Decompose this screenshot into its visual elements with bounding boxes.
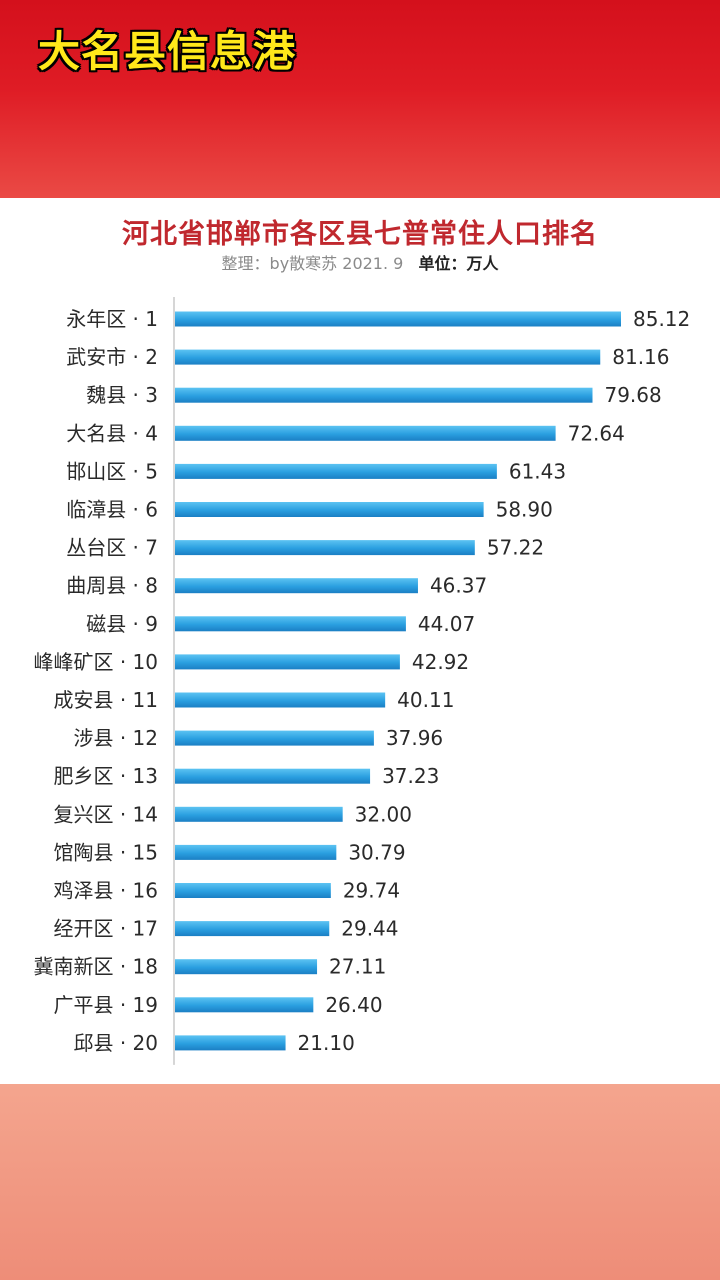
bottom-band (0, 1084, 720, 1280)
category-label: 大名县 · 4 (66, 421, 158, 445)
category-label: 复兴区 · 14 (53, 802, 158, 826)
bar (175, 921, 330, 937)
value-label: 85.12 (633, 307, 690, 331)
bar (175, 692, 386, 708)
value-label: 57.22 (487, 536, 544, 560)
category-label: 临漳县 · 6 (66, 498, 158, 522)
category-label: 磁县 · 9 (86, 612, 158, 636)
bar (175, 959, 318, 975)
value-label: 58.90 (496, 498, 553, 522)
bar (175, 349, 601, 365)
chart-subtitle: 整理：by散寒苏 2021. 9 单位：万人 (0, 250, 720, 274)
value-label: 81.16 (612, 345, 669, 369)
channel-title: 大名县信息港 (38, 27, 297, 76)
value-label: 46.37 (430, 574, 487, 598)
bar (175, 311, 621, 327)
bar (175, 540, 475, 556)
bar (175, 463, 497, 479)
value-label: 44.07 (418, 612, 475, 636)
category-label: 武安市 · 2 (66, 345, 158, 369)
category-label: 邱县 · 20 (73, 1031, 158, 1055)
chart-credit: 整理：by散寒苏 2021. 9 (221, 254, 404, 273)
bar (175, 502, 484, 517)
category-label: 永年区 · 1 (66, 307, 158, 331)
bar (175, 806, 343, 822)
bar (175, 844, 337, 860)
top-banner: 大名县信息港 (0, 0, 720, 198)
value-label: 30.79 (348, 840, 405, 864)
category-label: 曲周县 · 8 (66, 574, 158, 598)
value-label: 72.64 (568, 421, 625, 445)
category-label: 广平县 · 19 (53, 993, 158, 1017)
value-label: 29.74 (343, 879, 400, 903)
value-label: 40.11 (397, 688, 454, 712)
category-label: 经开区 · 17 (53, 917, 158, 941)
category-label: 魏县 · 3 (86, 383, 158, 407)
category-label: 馆陶县 · 15 (53, 840, 158, 864)
category-label: 峰峰矿区 · 10 (33, 650, 158, 674)
bar (175, 768, 371, 784)
bar (175, 578, 418, 594)
value-label: 21.10 (298, 1031, 355, 1055)
chart-unit: 单位：万人 (418, 254, 499, 273)
value-label: 61.43 (509, 459, 566, 483)
chart-title: 河北省邯郸市各区县七普常住人口排名 (122, 219, 598, 250)
bar (175, 616, 406, 632)
value-label: 37.23 (382, 764, 439, 788)
value-label: 27.11 (329, 955, 386, 979)
value-label: 32.00 (355, 802, 412, 826)
value-label: 37.96 (386, 726, 443, 750)
bar (175, 997, 314, 1013)
category-label: 冀南新区 · 18 (33, 955, 158, 979)
category-label: 邯山区 · 5 (66, 459, 158, 483)
category-label: 肥乡区 · 13 (53, 764, 158, 788)
bar (175, 1035, 286, 1051)
bar (175, 387, 593, 403)
value-label: 29.44 (341, 917, 398, 941)
category-label: 成安县 · 11 (53, 688, 158, 712)
value-label: 79.68 (604, 383, 661, 407)
category-label: 涉县 · 12 (73, 726, 158, 750)
value-label: 42.92 (412, 650, 469, 674)
category-label: 鸡泽县 · 16 (53, 879, 158, 903)
bar (175, 730, 374, 746)
bar (175, 654, 400, 670)
bar (175, 425, 556, 441)
bar (175, 883, 331, 898)
chart-card: 河北省邯郸市各区县七普常住人口排名 整理：by散寒苏 2021. 9 单位：万人… (0, 198, 720, 1084)
value-label: 26.40 (325, 993, 382, 1017)
bar-chart: 永年区 · 1 85.12 武安市 · 2 81.16 魏县 · 3 79.68 大名县 ·… (33, 297, 690, 1065)
category-label: 丛台区 · 7 (66, 536, 158, 560)
